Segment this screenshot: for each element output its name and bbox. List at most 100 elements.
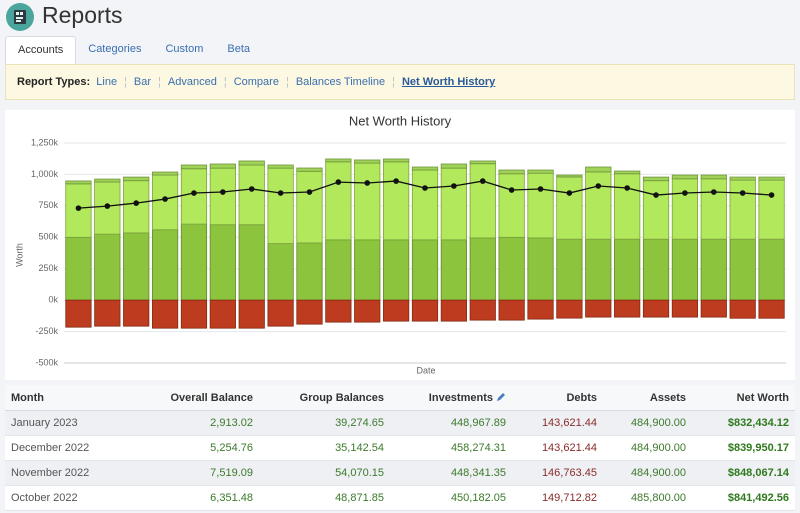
bar-segment: [498, 299, 525, 321]
bar-segment: [180, 299, 208, 329]
column-header: Group Balances: [259, 385, 390, 411]
bar-segment: [411, 239, 439, 301]
report-type-link[interactable]: Advanced: [167, 76, 217, 88]
bar-segment: [411, 169, 439, 241]
net-worth-point: [624, 185, 630, 191]
bar-segment: [65, 180, 92, 185]
table-cell: 149,712.82: [512, 485, 603, 511]
bar-segment: [729, 176, 756, 181]
report-type-link[interactable]: Net Worth History: [401, 76, 496, 88]
table-cell: 448,967.89: [390, 410, 512, 436]
bar-segment: [383, 158, 410, 163]
bar-segment: [469, 160, 496, 165]
bar-segment: [238, 299, 265, 329]
bar-segment: [556, 238, 583, 301]
report-type-link[interactable]: Line: [96, 76, 118, 88]
data-table: Month Overall Balance Group Balances Invest…: [5, 385, 795, 511]
bar-segment: [671, 299, 699, 318]
separator: ¦: [158, 76, 161, 88]
bar-segment: [180, 168, 208, 225]
bar-segment: [238, 164, 265, 226]
table-cell: $832,434.12: [692, 410, 795, 436]
bar-segment: [209, 163, 236, 169]
table-cell: 7,519.09: [155, 460, 259, 486]
table-cell: $839,950.17: [692, 435, 795, 461]
separator: ¦: [223, 76, 227, 88]
net-worth-point: [306, 189, 313, 195]
net-worth-point: [162, 196, 168, 202]
bar-segment: [325, 239, 352, 301]
bar-segment: [123, 180, 150, 234]
y-tick-label: -500k: [35, 357, 58, 367]
bar-segment: [94, 178, 121, 183]
bar-segment: [469, 299, 496, 321]
table-cell: 484,900.00: [603, 410, 692, 436]
net-worth-point: [451, 183, 457, 189]
bar-segment: [238, 224, 265, 301]
bar-segment: [585, 299, 612, 318]
tab[interactable]: Custom: [165, 43, 204, 55]
report-types-bar: Report Types: Line ¦ Bar ¦ Advanced ¦ Compare ¦…: [5, 64, 795, 100]
edit-icon[interactable]: [496, 392, 506, 402]
tab[interactable]: Accounts: [5, 36, 77, 65]
bar-segment: [614, 173, 641, 240]
table-header: Month Overall Balance Group Balances Invest…: [5, 385, 795, 411]
tab[interactable]: Categories: [88, 43, 142, 55]
bar-segment: [209, 167, 236, 226]
table-cell: 2,913.02: [155, 410, 259, 436]
table-cell: November 2022: [5, 460, 155, 486]
table-cell: October 2022: [5, 485, 155, 511]
bar-segment: [325, 161, 352, 241]
bar-segment: [758, 238, 785, 301]
bar-segment: [151, 171, 179, 176]
bar-segment: [180, 164, 208, 170]
table-row: January 2023 2,913.02 39,274.65 448,967.89 1…: [5, 410, 795, 436]
bar-segment: [123, 299, 150, 327]
net-worth-point: [508, 187, 515, 193]
bar-segment: [585, 166, 612, 173]
table-cell: 54,070.15: [259, 460, 390, 486]
bar-segment: [209, 299, 236, 329]
net-worth-point: [479, 178, 486, 184]
bar-segment: [729, 238, 756, 301]
table-cell: 143,621.44: [512, 435, 603, 461]
bar-segment: [151, 229, 179, 301]
bar-segment: [383, 161, 410, 241]
bar-segment: [94, 299, 121, 327]
table-cell: $841,492.56: [692, 485, 795, 511]
net-worth-point: [364, 180, 371, 186]
bar-segment: [758, 176, 785, 181]
report-type-link[interactable]: Compare: [233, 76, 279, 88]
bar-segment: [354, 299, 381, 323]
report-type-link[interactable]: Balances Timeline: [295, 76, 386, 88]
report-type-link[interactable]: Bar: [133, 76, 152, 88]
bar-segment: [296, 170, 323, 244]
table-cell: 35,142.54: [259, 435, 390, 461]
column-header: Assets: [603, 385, 692, 411]
net-worth-point: [335, 179, 342, 185]
bar-segment: [585, 171, 612, 240]
separator: ¦: [285, 76, 289, 88]
x-axis-label: Date: [416, 365, 435, 375]
bar-segment: [94, 233, 121, 301]
net-worth-point: [768, 192, 775, 198]
table-cell: 143,621.44: [512, 410, 603, 436]
bar-segment: [354, 239, 381, 301]
tab[interactable]: Beta: [227, 43, 250, 55]
bar-segment: [700, 178, 727, 240]
bar-segment: [440, 299, 467, 322]
bar-segment: [498, 169, 525, 175]
bar-segment: [671, 238, 699, 301]
bar-segment: [383, 239, 410, 301]
bar-segment: [325, 158, 352, 163]
bar-segment: [267, 299, 294, 327]
bar-segment: [498, 173, 525, 238]
bar-segment: [267, 167, 294, 244]
net-worth-point: [277, 190, 284, 196]
bar-segment: [65, 299, 92, 328]
table-cell: 484,900.00: [603, 460, 692, 486]
column-header: Month: [5, 385, 155, 411]
table-cell: 485,800.00: [603, 485, 692, 511]
table-cell: 146,763.45: [512, 460, 603, 486]
